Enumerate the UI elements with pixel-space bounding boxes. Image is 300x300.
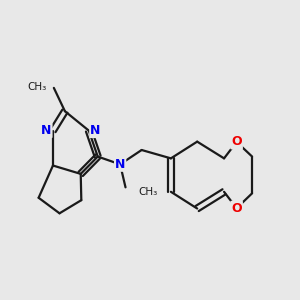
Text: CH₃: CH₃ [138, 188, 157, 197]
Text: CH₃: CH₃ [28, 82, 47, 92]
Text: N: N [90, 124, 100, 137]
Text: O: O [231, 135, 242, 148]
Text: N: N [41, 124, 52, 137]
Text: O: O [231, 202, 242, 215]
Text: N: N [115, 158, 125, 171]
